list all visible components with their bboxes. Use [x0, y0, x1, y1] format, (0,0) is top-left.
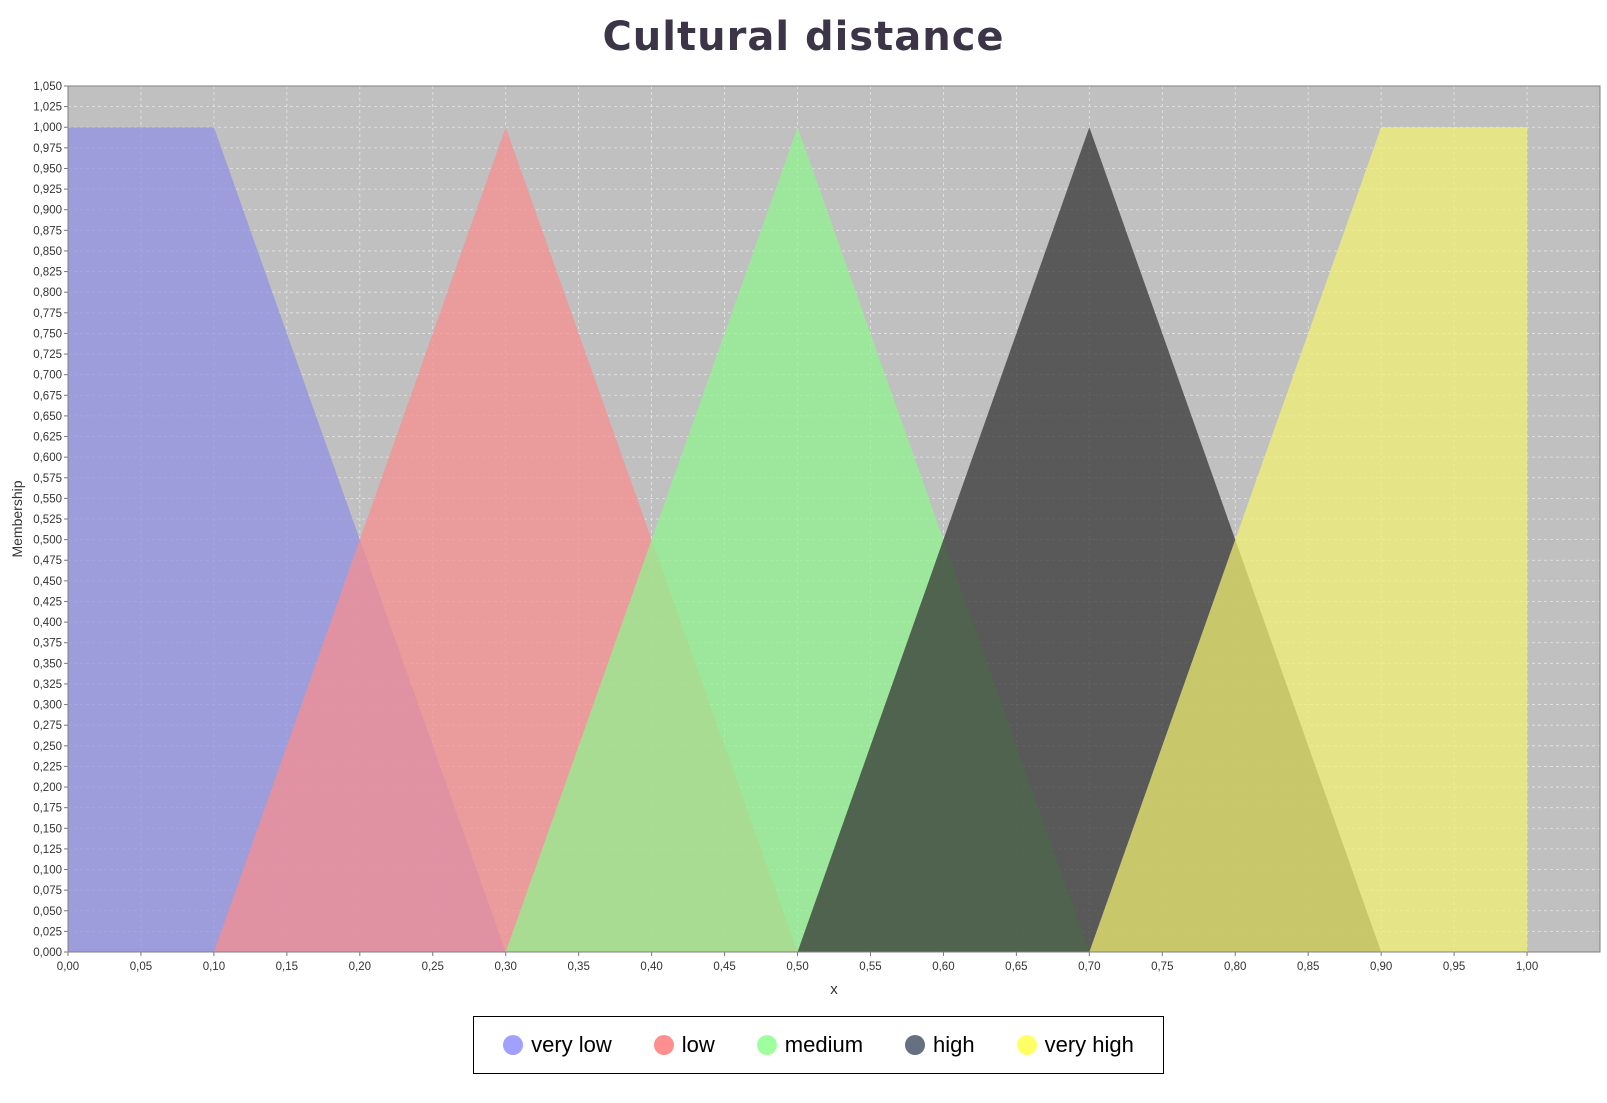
x-tick-label: 0,45 [713, 961, 735, 973]
x-tick-label: 0,10 [203, 961, 225, 973]
y-tick-label: 0,575 [33, 473, 62, 485]
y-tick-label: 0,750 [33, 328, 62, 340]
x-tick-label: 0,90 [1370, 961, 1392, 973]
legend-swatch [503, 1035, 524, 1055]
x-tick-label: 0,70 [1078, 961, 1100, 973]
y-tick-label: 0,625 [33, 432, 62, 444]
y-tick-label: 0,275 [33, 720, 62, 732]
series-area-very-high [1089, 127, 1528, 952]
y-tick-label: 0,550 [33, 493, 62, 505]
x-tick-label: 0,55 [859, 961, 881, 973]
y-tick-label: 0,425 [33, 596, 62, 608]
y-tick-label: 0,100 [33, 865, 62, 877]
x-tick-label: 0,20 [349, 961, 371, 973]
y-tick-label: 0,825 [33, 267, 62, 279]
legend-swatch [1016, 1035, 1037, 1055]
y-tick-label: 0,450 [33, 576, 62, 588]
y-tick-label: 1,000 [33, 122, 62, 134]
y-tick-label: 0,600 [33, 452, 62, 464]
x-tick-label: 0,05 [130, 961, 152, 973]
x-tick-label: 0,85 [1297, 961, 1319, 973]
x-tick-label: 0,30 [495, 961, 517, 973]
y-tick-label: 0,500 [33, 535, 62, 547]
y-tick-label: 0,850 [33, 246, 62, 258]
series-areas [68, 127, 1528, 952]
y-tick-label: 1,025 [33, 102, 62, 114]
legend-item-very-high: very high [1016, 1032, 1134, 1058]
plot-frame [67, 85, 1601, 953]
y-tick-label: 0,025 [33, 926, 62, 938]
y-tick-label: 0,350 [33, 658, 62, 670]
y-tick-label: 0,725 [33, 349, 62, 361]
y-tick-label: 0,900 [33, 205, 62, 217]
y-tick-label: 0,150 [33, 823, 62, 835]
legend-swatch [653, 1035, 674, 1055]
legend-item-high: high [905, 1032, 975, 1058]
y-tick-label: 0,975 [33, 143, 62, 155]
legend-label: very low [531, 1032, 612, 1057]
y-tick-label: 0,175 [33, 803, 62, 815]
legend-label: medium [784, 1032, 864, 1057]
y-tick-label: 0,250 [33, 741, 62, 753]
y-tick-label: 0,650 [33, 411, 62, 423]
y-tick-label: 1,050 [33, 81, 62, 93]
x-axis-label: x [830, 981, 838, 998]
y-tick-label: 0,700 [33, 370, 62, 382]
legend-swatch [756, 1035, 777, 1055]
x-tick-label: 0,25 [422, 961, 444, 973]
chart-plot: 0,000 0,025 0,050 0,075 0,100 0,125 0,150 0,175… [9, 81, 1601, 998]
x-tick-label: 0,75 [1151, 961, 1173, 973]
x-tick-label: 0,60 [932, 961, 954, 973]
legend-label: low [681, 1032, 715, 1057]
y-tick-label: 0,075 [33, 885, 62, 897]
legend: very low low medium high very high [473, 1016, 1164, 1074]
y-tick-label: 0,225 [33, 761, 62, 773]
y-tick-label: 0,475 [33, 555, 62, 567]
y-axis-label: Membership [9, 480, 25, 557]
y-tick-label: 0,675 [33, 390, 62, 402]
y-tick-label: 0,200 [33, 782, 62, 794]
y-tick-label: 0,325 [33, 679, 62, 691]
x-tick-label: 0,65 [1005, 961, 1027, 973]
y-tick-label: 0,125 [33, 844, 62, 856]
legend-swatch [905, 1035, 926, 1055]
y-tick-label: 0,925 [33, 184, 62, 196]
chart-title: Cultural distance [602, 14, 1005, 60]
x-tick-label: 1,00 [1516, 961, 1538, 973]
legend-item-low: low [653, 1032, 715, 1058]
y-tick-label: 0,775 [33, 308, 62, 320]
x-tick-label: 0,15 [276, 961, 298, 973]
y-tick-label: 0,950 [33, 163, 62, 175]
legend-item-medium: medium [756, 1032, 864, 1058]
y-tick-label: 0,300 [33, 700, 62, 712]
y-tick-label: 0,525 [33, 514, 62, 526]
x-tick-label: 0,80 [1224, 961, 1246, 973]
y-tick-label: 0,375 [33, 638, 62, 650]
y-tick-label: 0,800 [33, 287, 62, 299]
x-tick-label: 0,95 [1443, 961, 1465, 973]
y-tick-label: 0,875 [33, 225, 62, 237]
x-tick-label: 0,40 [640, 961, 662, 973]
axes: 0,000 0,025 0,050 0,075 0,100 0,125 0,150 0,175… [33, 81, 1601, 973]
legend-label: very high [1044, 1032, 1134, 1057]
legend-item-very-low: very low [503, 1032, 612, 1058]
x-tick-label: 0,00 [57, 961, 79, 973]
y-tick-label: 0,000 [33, 947, 62, 959]
y-tick-label: 0,050 [33, 906, 62, 918]
y-tick-label: 0,400 [33, 617, 62, 629]
legend-label: high [933, 1032, 975, 1057]
x-tick-label: 0,50 [786, 961, 808, 973]
x-tick-label: 0,35 [567, 961, 589, 973]
